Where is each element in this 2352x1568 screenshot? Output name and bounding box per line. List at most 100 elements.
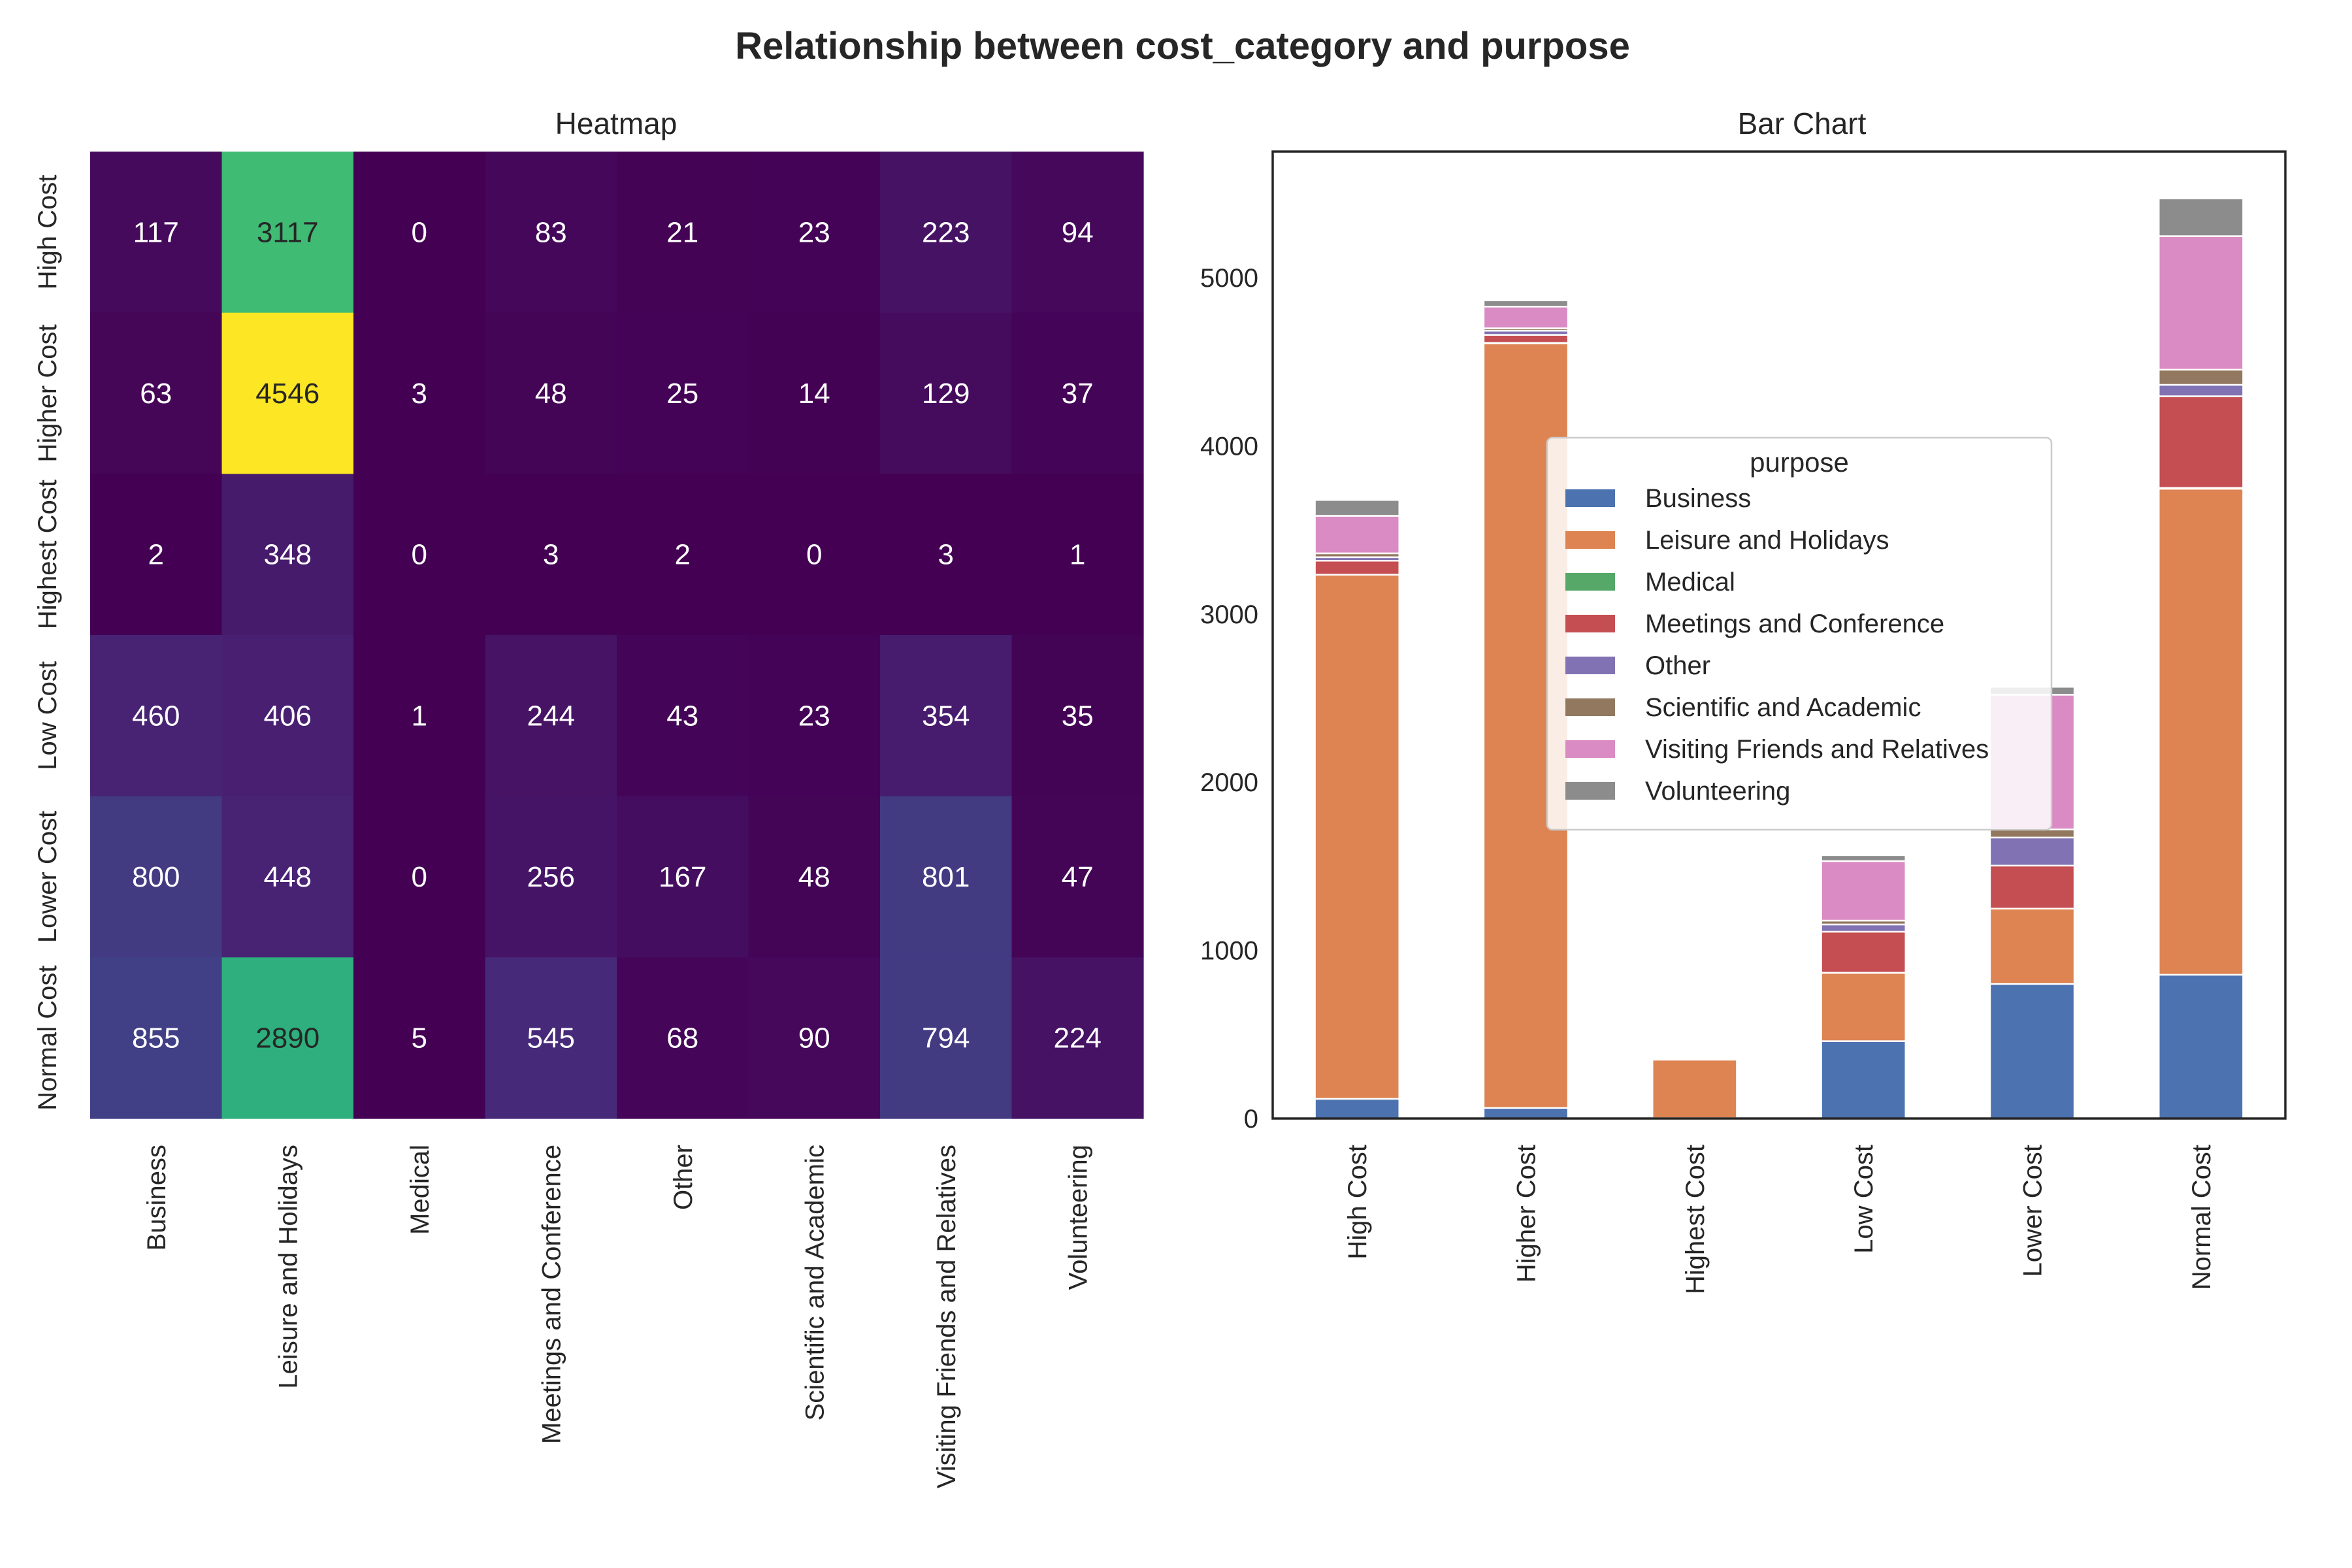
heatmap-column-label: Medical [406, 1145, 434, 1235]
bar-segment [2158, 235, 2244, 371]
bar-segment [1314, 559, 1401, 576]
heatmap-cell [485, 957, 617, 1119]
heatmap-cells [90, 152, 1144, 1119]
bar-y-tick-label: 2000 [1200, 768, 1258, 797]
bar-segment [2158, 487, 2244, 976]
heatmap-cell-label: 68 [666, 1022, 698, 1054]
heatmap-cell [90, 474, 223, 636]
bar-x-tick-label: Higher Cost [1512, 1145, 1541, 1282]
heatmap-cell [90, 796, 223, 958]
heatmap-cell [221, 635, 354, 797]
heatmap-cell [221, 152, 354, 314]
heatmap-cell-label: 460 [132, 700, 180, 732]
heatmap-cell [90, 635, 223, 797]
bar-y-tick-labels: 0 1000 2000 3000 4000 5000 [1200, 264, 1258, 1134]
heatmap-cell [748, 312, 881, 474]
bar-y-tick-label: 1000 [1200, 937, 1258, 966]
bar-panel: Bar Chart 0 1000 2000 3000 4000 5000 High Cos… [1200, 106, 2287, 1294]
heatmap-cell-label: 4546 [255, 378, 319, 410]
bar-x-tick-label: Highest Cost [1681, 1145, 1710, 1294]
bar-segment [1989, 907, 2076, 985]
heatmap-cell-label: 23 [798, 700, 830, 732]
heatmap-cell [748, 957, 881, 1119]
heatmap-cell-label: 3 [412, 378, 427, 410]
heatmap-cell [1011, 474, 1144, 636]
bar-segment [1482, 299, 1569, 308]
legend-swatch [1565, 489, 1615, 507]
heatmap-cell [1011, 957, 1144, 1119]
legend-label: Volunteering [1645, 777, 1790, 806]
bar-segment [1482, 334, 1569, 344]
heatmap-cell [90, 957, 223, 1119]
bar-legend: purpose Business Leisure and Holidays Medi… [1546, 436, 2053, 831]
legend-label: Scientific and Academic [1645, 693, 1921, 722]
heatmap-cell-label: 3 [543, 539, 559, 571]
heatmap-cell [1011, 152, 1144, 314]
legend-label: Medical [1645, 568, 1735, 596]
heatmap-cell-label: 35 [1062, 700, 1094, 732]
figure-title: Relationship between cost_category and p… [735, 25, 1630, 67]
heatmap-cell [485, 796, 617, 958]
heatmap-cell-label: 256 [527, 861, 575, 893]
heatmap-cell [617, 635, 749, 797]
heatmap-cell-label: 47 [1062, 861, 1094, 893]
bar-segment [1820, 930, 1906, 974]
heatmap-cell-label: 794 [922, 1022, 970, 1054]
bar-segment [1314, 499, 1401, 517]
heatmap-cell [485, 635, 617, 797]
legend-swatch [1565, 782, 1615, 800]
heatmap-column-label: Visiting Friends and Relatives [932, 1145, 961, 1488]
bar-segment [2158, 197, 2244, 237]
bar-segment [1989, 828, 2076, 839]
heatmap-title: Heatmap [555, 106, 678, 140]
heatmap-cell [1011, 635, 1144, 797]
heatmap-cell [221, 957, 354, 1119]
heatmap-cell-label: 83 [535, 216, 567, 248]
legend-swatch [1565, 615, 1615, 632]
heatmap-cell-label: 129 [922, 378, 970, 410]
heatmap-cell [90, 152, 223, 314]
heatmap-cell-label: 3117 [257, 216, 319, 248]
legend-swatch [1565, 657, 1615, 674]
heatmap-cell-label: 90 [798, 1022, 830, 1054]
heatmap-cell [353, 635, 486, 797]
legend-title: purpose [1750, 447, 1849, 478]
heatmap-cell [90, 312, 223, 474]
heatmap-cell [617, 312, 749, 474]
legend-swatch [1565, 698, 1615, 716]
heatmap-cell-label: 3 [938, 539, 954, 571]
heatmap-cell-label: 37 [1062, 378, 1094, 410]
legend-swatch [1565, 531, 1615, 549]
heatmap-cell [1011, 312, 1144, 474]
bar-segment [1314, 574, 1401, 1100]
heatmap-cell [353, 474, 486, 636]
heatmap-column-label: Leisure and Holidays [274, 1145, 302, 1389]
bar-segment [1314, 515, 1401, 555]
bar-segment [1652, 1058, 1738, 1119]
bar-segment [2158, 368, 2244, 386]
heatmap-cell [221, 474, 354, 636]
heatmap-cell-label: 1 [412, 700, 427, 732]
bar-segment [1820, 923, 1906, 933]
bar-x-tick-label: Normal Cost [2187, 1145, 2216, 1290]
heatmap-cell [221, 796, 354, 958]
heatmap-cell-label: 43 [666, 700, 698, 732]
heatmap-cell [221, 312, 354, 474]
heatmap-cell-label: 94 [1062, 216, 1094, 248]
heatmap-cell [353, 796, 486, 958]
heatmap-row-labels: High Cost Higher Cost Highest Cost Low Cost… [33, 175, 62, 1111]
heatmap-cell-label: 21 [666, 216, 698, 248]
heatmap-cell [353, 312, 486, 474]
bar-plot-frame [1271, 150, 2287, 1120]
bar-segment [1820, 854, 1906, 862]
heatmap-cell [748, 152, 881, 314]
heatmap-cell [485, 152, 617, 314]
bar-segment [1314, 1098, 1401, 1120]
heatmap-cell [880, 796, 1013, 958]
heatmap-cell [353, 957, 486, 1119]
heatmap-cell [617, 796, 749, 958]
bar-y-tick-label: 5000 [1200, 264, 1258, 293]
heatmap-cell-label: 14 [798, 378, 830, 410]
heatmap-cell-label: 801 [922, 861, 970, 893]
